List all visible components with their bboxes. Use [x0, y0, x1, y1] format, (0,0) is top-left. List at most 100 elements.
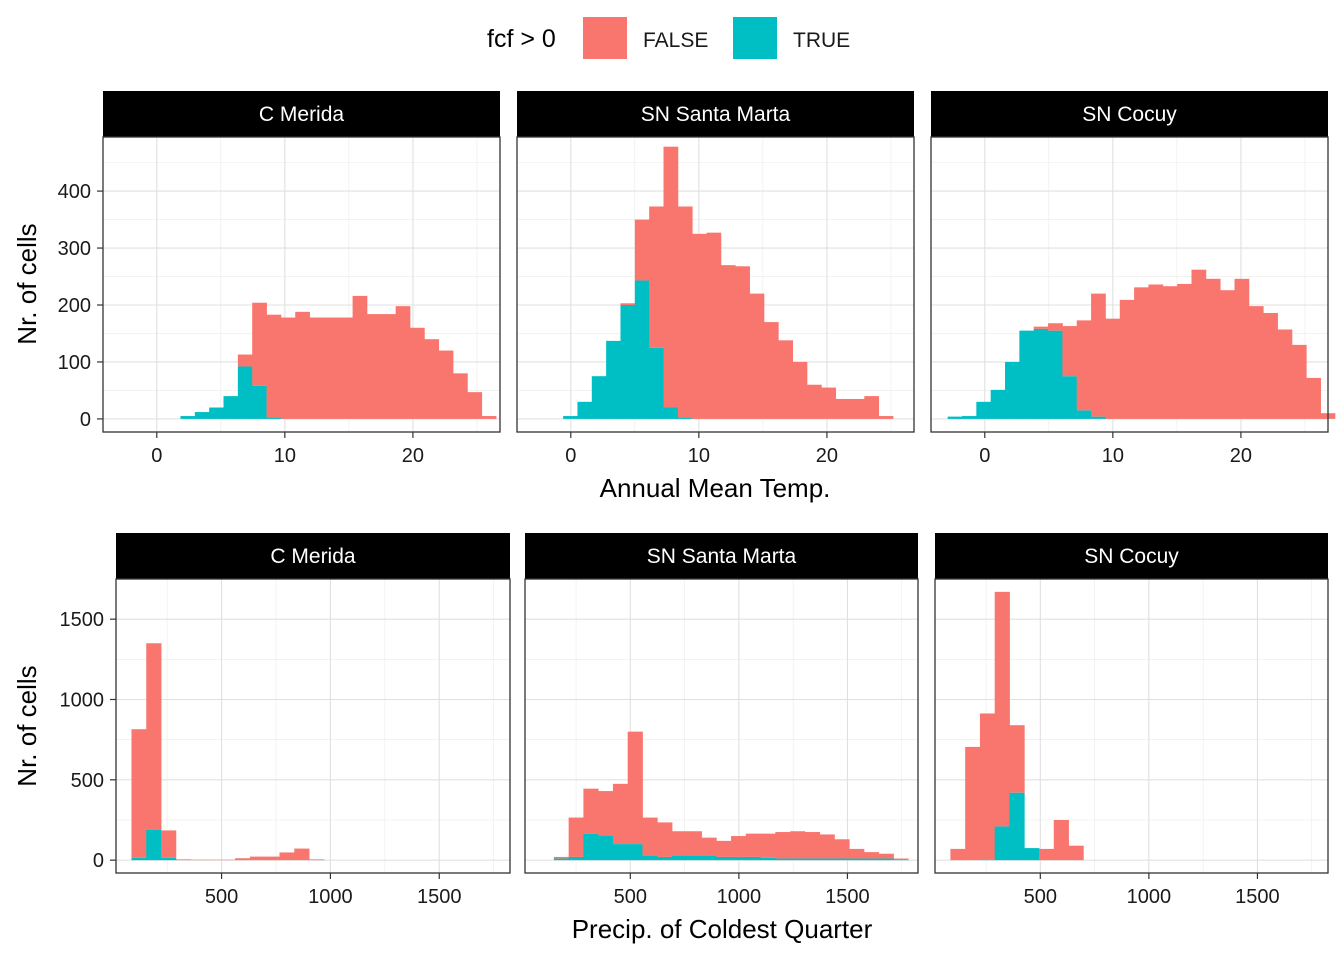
bar-true [686, 855, 702, 861]
strip-label-c-merida: C Merida [259, 103, 345, 126]
bar-false [735, 266, 750, 419]
bar-true [146, 829, 162, 861]
bar-false [878, 853, 894, 859]
x-tick-label: 20 [402, 445, 424, 467]
bar-false [1048, 323, 1063, 331]
strip-sn-santa-marta [517, 91, 914, 137]
bar-false [720, 265, 736, 419]
bar-true [819, 858, 835, 861]
bar-false [309, 317, 325, 419]
bar-true [834, 858, 850, 861]
x-tick-label: 0 [565, 445, 576, 467]
bar-false [731, 836, 747, 857]
x-tick-label: 1500 [825, 886, 870, 908]
strip-c-merida [103, 91, 500, 137]
y-axis-title-temp: Nr. of cells [12, 223, 42, 344]
strip-c-merida [116, 533, 510, 579]
bar-false [671, 831, 688, 856]
bar-true [1091, 416, 1106, 419]
bar-true [223, 396, 239, 419]
bar-false [1220, 290, 1235, 419]
bar-false [692, 233, 707, 419]
bar-false [775, 832, 791, 859]
panel-border [516, 136, 915, 433]
bar-false [161, 830, 177, 858]
bar-true [961, 416, 977, 419]
bar-false [863, 852, 880, 859]
legend-label-false: FALSE [643, 29, 708, 52]
y-tick-label: 1000 [60, 689, 105, 711]
x-tick-label: 1500 [417, 886, 462, 908]
bar-false [1091, 293, 1106, 417]
legend-title: fcf > 0 [487, 25, 556, 53]
bar-true [634, 280, 650, 419]
bar-true [642, 855, 658, 861]
x-tick-label: 500 [614, 886, 647, 908]
y-tick-label: 0 [80, 409, 91, 431]
bar-false [1306, 377, 1321, 419]
panel-border [102, 136, 501, 433]
bar-false [620, 303, 636, 306]
bar-false [716, 840, 732, 857]
bar-false [979, 713, 996, 860]
strip-label-c-merida: C Merida [270, 545, 356, 568]
bar-false [1191, 269, 1207, 419]
y-tick-label: 500 [71, 770, 104, 792]
y-tick-label: 400 [58, 181, 91, 203]
bar-true [553, 858, 570, 861]
x-axis-title-precip: Precip. of Coldest Quarter [572, 914, 873, 944]
bar-false [598, 791, 614, 836]
bar-true [180, 416, 196, 419]
panel-border [524, 578, 919, 874]
bar-true [252, 385, 267, 419]
bar-false [409, 327, 425, 419]
bar-false [295, 311, 310, 419]
panel-background [116, 579, 510, 873]
panel-border [115, 578, 511, 874]
bar-false [1148, 284, 1164, 419]
bar-true [760, 857, 776, 861]
bar-true [947, 416, 963, 419]
bar-false [1263, 312, 1278, 419]
bar-true [1076, 410, 1092, 419]
bar-false [649, 206, 664, 348]
bar-false [849, 848, 865, 859]
bar-true [563, 416, 578, 419]
bar-false [235, 858, 251, 861]
bar-false [424, 339, 440, 419]
strip-label-sn-cocuy: SN Cocuy [1084, 545, 1179, 568]
bar-false [864, 396, 880, 419]
bar-false [467, 392, 483, 419]
bar-true [878, 858, 894, 861]
x-tick-label: 500 [1024, 886, 1057, 908]
bar-false [338, 317, 353, 419]
bar-true [266, 417, 282, 419]
panel-border [934, 578, 1329, 874]
bar-true [161, 857, 177, 861]
bar-true [677, 417, 693, 419]
panel-temp-sn-cocuy: SN Cocuy 0 10 20 [930, 91, 1336, 467]
x-tick-label: 1000 [717, 886, 762, 908]
bar-true [790, 858, 806, 861]
bar-false [366, 314, 382, 419]
bar-false [804, 832, 821, 859]
bar-false [568, 817, 584, 857]
bar-false [701, 837, 717, 856]
bar-false [612, 783, 629, 845]
bar-true [976, 401, 992, 419]
precipitation-histograms: C Merida 500 1000 1500 0 500 1000 1500 SN Santa… [12, 533, 1329, 944]
bar-false [792, 361, 808, 419]
strip-label-sn-santa-marta: SN Santa Marta [641, 103, 791, 126]
strip-label-sn-santa-marta: SN Santa Marta [647, 545, 797, 568]
bar-true [1048, 330, 1063, 419]
bar-false [1177, 283, 1192, 419]
bar-false [1248, 306, 1264, 419]
legend-swatch-true [733, 17, 777, 59]
bar-true [990, 389, 1006, 419]
bar-true [1005, 361, 1020, 419]
bar-false [706, 232, 722, 419]
bar-false [642, 817, 658, 856]
bar-false [686, 831, 702, 856]
bar-true [849, 858, 865, 861]
